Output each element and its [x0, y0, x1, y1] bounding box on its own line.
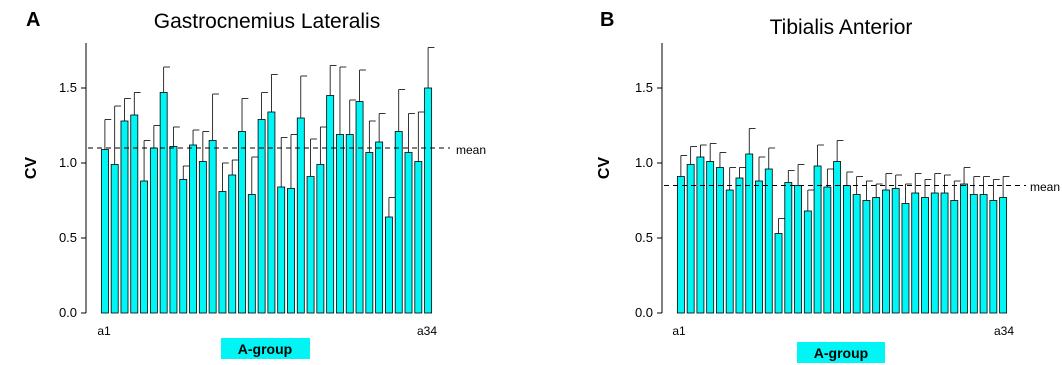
mean-label: mean [456, 143, 486, 157]
y-tick-label: 1.5 [635, 80, 653, 95]
bar [696, 156, 705, 314]
bar [149, 147, 158, 314]
group-label: A-group [238, 341, 292, 357]
bar [764, 168, 773, 314]
bar [345, 134, 354, 314]
bar [218, 191, 227, 314]
bar [842, 185, 851, 314]
bar [911, 192, 920, 314]
group-label-bg [221, 338, 310, 359]
bar [169, 146, 178, 314]
bar [140, 180, 148, 314]
bar [375, 141, 384, 314]
bar [999, 197, 1008, 314]
bar [414, 161, 423, 314]
bar [950, 200, 959, 314]
bar [208, 140, 217, 314]
bar [179, 179, 188, 314]
x-first-label: a1 [97, 324, 111, 338]
group-label: A-group [814, 345, 868, 361]
bar [833, 161, 842, 314]
bar [336, 134, 344, 314]
group-label-bg [797, 342, 885, 363]
bar [296, 117, 305, 314]
bar [979, 194, 988, 314]
y-axis-label: CV [596, 157, 613, 180]
bar [735, 177, 744, 314]
bar [930, 192, 939, 314]
bar [862, 200, 871, 314]
chart-title: Gastrocnemius Lateralis [154, 10, 380, 33]
bar [277, 186, 286, 314]
bar [306, 176, 315, 314]
bar [716, 167, 724, 314]
bar [960, 183, 968, 314]
bar [794, 185, 802, 314]
bar [394, 131, 403, 314]
y-tick-label: 0.5 [635, 230, 653, 245]
bar [267, 111, 276, 314]
panel-b: B Tibialis Anterior CV mean a1 a34 A-gro… [596, 9, 1060, 363]
bar [891, 188, 900, 314]
panel-letter: A [26, 9, 40, 31]
bar [385, 216, 393, 314]
bar [247, 194, 256, 314]
y-tick-label: 0.5 [59, 230, 77, 245]
bar [365, 152, 374, 314]
bar [189, 144, 197, 314]
bar [287, 188, 295, 314]
mean-label: mean [1030, 180, 1060, 194]
bar [725, 189, 734, 314]
x-first-label: a1 [672, 324, 686, 338]
y-axis-label: CV [23, 157, 40, 180]
plot-area: 0.0 0.5 1.0 1.5 [59, 43, 450, 320]
bar [901, 203, 910, 314]
bar [326, 95, 335, 314]
bar [355, 101, 364, 314]
bar [404, 152, 413, 314]
bar [755, 180, 763, 314]
bar [238, 131, 246, 314]
bar [813, 165, 822, 314]
bar [686, 164, 695, 314]
bar [852, 194, 861, 314]
plot-area: 0.0 0.5 1.0 1.5 [635, 43, 1026, 320]
bar [110, 164, 119, 314]
y-tick-label: 0.0 [59, 305, 77, 320]
x-last-label: a34 [417, 324, 437, 338]
bar [257, 119, 266, 314]
bar [100, 149, 109, 314]
bar [159, 92, 168, 314]
panel-a: A Gastrocnemius Lateralis CV mean a1 a34… [23, 9, 486, 359]
bar [882, 189, 890, 314]
bar [784, 182, 793, 314]
bar [198, 161, 207, 314]
bar [921, 197, 929, 314]
bar [969, 194, 978, 314]
chart-title: Tibialis Anterior [770, 16, 913, 39]
x-last-label: a34 [994, 324, 1014, 338]
bar [228, 174, 237, 314]
y-tick-label: 1.0 [59, 155, 77, 170]
panel-letter: B [600, 9, 614, 31]
bar [940, 192, 949, 314]
y-tick-label: 1.5 [59, 80, 77, 95]
bar [424, 87, 433, 314]
bar [774, 233, 783, 314]
bar [803, 210, 812, 314]
y-tick-label: 0.0 [635, 305, 653, 320]
bar [872, 197, 881, 314]
bar [706, 161, 715, 314]
bar [130, 114, 139, 314]
bar [989, 200, 998, 314]
bar [745, 153, 754, 314]
bar [120, 120, 129, 314]
y-tick-label: 1.0 [635, 155, 653, 170]
bar [823, 186, 832, 314]
bar [316, 164, 325, 314]
bar [676, 176, 685, 314]
